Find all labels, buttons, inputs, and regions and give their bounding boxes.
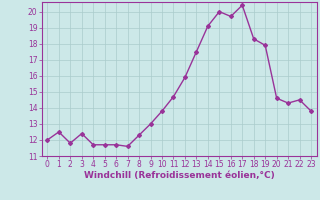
X-axis label: Windchill (Refroidissement éolien,°C): Windchill (Refroidissement éolien,°C): [84, 171, 275, 180]
